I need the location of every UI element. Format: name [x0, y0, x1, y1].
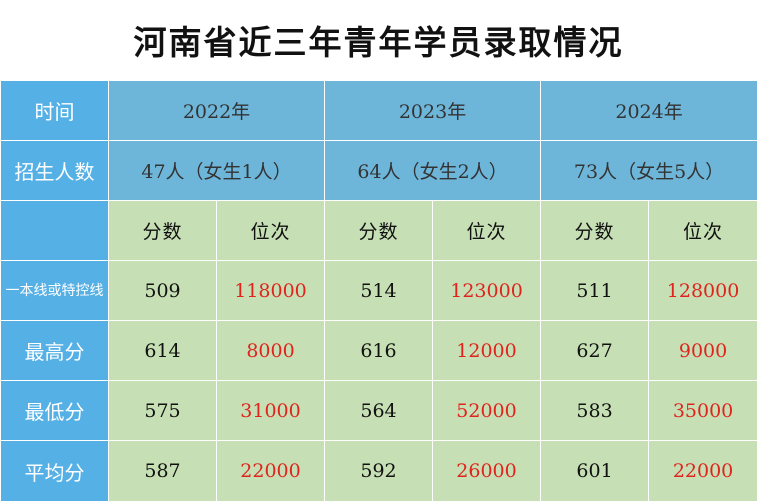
rank-cell: 123000: [433, 261, 541, 321]
enrollment-2022: 47人（女生1人）: [109, 141, 325, 201]
enrollment-row: 招生人数 47人（女生1人） 64人（女生2人） 73人（女生5人）: [1, 141, 757, 201]
rank-cell: 128000: [649, 261, 757, 321]
year-2024: 2024年: [541, 81, 757, 141]
subheader-row: 分数 位次 分数 位次 分数 位次: [1, 201, 757, 261]
score-cell: 575: [109, 381, 217, 441]
year-row: 时间 2022年 2023年 2024年: [1, 81, 757, 141]
rank-header: 位次: [433, 201, 541, 261]
year-2023: 2023年: [325, 81, 541, 141]
score-cell: 616: [325, 321, 433, 381]
table-row: 最低分 575 31000 564 52000 583 35000: [1, 381, 757, 441]
rank-cell: 35000: [649, 381, 757, 441]
score-cell: 583: [541, 381, 649, 441]
page-title: 河南省近三年青年学员录取情况: [0, 0, 757, 80]
score-header: 分数: [325, 201, 433, 261]
score-cell: 601: [541, 441, 649, 502]
score-cell: 564: [325, 381, 433, 441]
rank-cell: 9000: [649, 321, 757, 381]
rank-cell: 26000: [433, 441, 541, 502]
rank-cell: 8000: [217, 321, 325, 381]
enrollment-2023: 64人（女生2人）: [325, 141, 541, 201]
year-2022: 2022年: [109, 81, 325, 141]
table-row: 最高分 614 8000 616 12000 627 9000: [1, 321, 757, 381]
rank-header: 位次: [649, 201, 757, 261]
rank-cell: 52000: [433, 381, 541, 441]
score-cell: 511: [541, 261, 649, 321]
score-cell: 587: [109, 441, 217, 502]
score-cell: 514: [325, 261, 433, 321]
enrollment-2024: 73人（女生5人）: [541, 141, 757, 201]
enrollment-label: 招生人数: [1, 141, 109, 201]
table-row: 平均分 587 22000 592 26000 601 22000: [1, 441, 757, 502]
rank-cell: 31000: [217, 381, 325, 441]
row-label: 最高分: [1, 321, 109, 381]
time-label: 时间: [1, 81, 109, 141]
row-label: 一本线或特控线: [1, 261, 109, 321]
table-row: 一本线或特控线 509 118000 514 123000 511 128000: [1, 261, 757, 321]
rank-cell: 118000: [217, 261, 325, 321]
row-label: 最低分: [1, 381, 109, 441]
rank-cell: 22000: [649, 441, 757, 502]
score-cell: 614: [109, 321, 217, 381]
score-cell: 592: [325, 441, 433, 502]
score-header: 分数: [109, 201, 217, 261]
subheader-blank-cell: [1, 201, 109, 261]
row-label: 平均分: [1, 441, 109, 502]
rank-header: 位次: [217, 201, 325, 261]
score-header: 分数: [541, 201, 649, 261]
rank-cell: 22000: [217, 441, 325, 502]
score-cell: 509: [109, 261, 217, 321]
admission-table: 时间 2022年 2023年 2024年 招生人数 47人（女生1人） 64人（…: [0, 80, 757, 502]
score-cell: 627: [541, 321, 649, 381]
rank-cell: 12000: [433, 321, 541, 381]
